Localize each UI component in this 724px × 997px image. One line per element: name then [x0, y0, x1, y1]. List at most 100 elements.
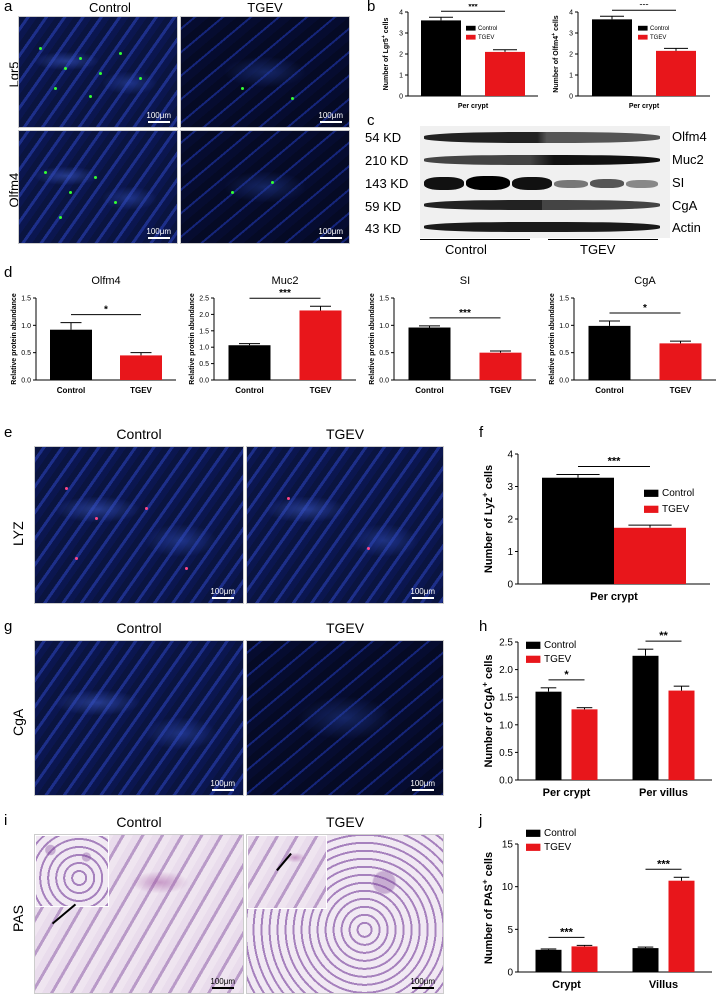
y-tick-label: 1.0	[199, 345, 209, 352]
x-category-label: Crypt	[552, 979, 581, 991]
y-tick-label: 1	[569, 72, 573, 79]
marker-59kd: 59 KD	[365, 199, 402, 214]
chart-pas-cells: 0 5 10 15 Number of PAS+ cells Crypt *** Villus…	[481, 828, 712, 991]
bar-control	[632, 655, 659, 780]
y-tick-label: 2	[507, 515, 513, 526]
panel-i-header-tgev: TGEV	[325, 814, 365, 830]
y-tick-label: 2	[569, 51, 573, 58]
panel-label-f: f	[479, 424, 484, 441]
y-tick-label: 0.0	[21, 377, 31, 384]
marker-43kd: 43 KD	[365, 221, 402, 236]
protein-muc2: Muc2	[672, 152, 704, 167]
panel-e-header-tgev: TGEV	[325, 426, 365, 442]
y-tick-label: 1.0	[379, 323, 389, 330]
x-category-label: Control	[235, 386, 263, 395]
y-axis-label: Relative protein abundance	[369, 293, 376, 385]
panel-label-c: c	[367, 112, 375, 129]
y-tick-label: 2.0	[499, 665, 513, 676]
y-tick-label: 1	[399, 72, 403, 79]
scale-bar: 100μm	[410, 779, 435, 791]
protein-si: SI	[672, 175, 685, 190]
y-tick-label: 0	[569, 93, 573, 100]
y-tick-label: 1.5	[379, 295, 389, 302]
bar-control	[588, 325, 631, 380]
micrograph-pas-tgev: 100μm	[246, 834, 444, 994]
significance-marker: ***	[608, 455, 622, 467]
western-blot	[420, 126, 670, 238]
scale-bar: 100μm	[318, 111, 343, 123]
group-label-tgev: TGEV	[580, 242, 616, 257]
scale-bar: 100μm	[210, 587, 235, 599]
legend-swatch	[526, 641, 541, 649]
x-category-label: Per crypt	[543, 787, 591, 799]
legend-label-tgev: TGEV	[650, 35, 666, 41]
chart-title: Olfm4	[91, 275, 120, 287]
x-category-label: TGEV	[310, 386, 332, 395]
y-tick-label: 10	[502, 882, 514, 893]
protein-actin: Actin	[672, 220, 701, 235]
protein-cga: CgA	[672, 198, 698, 213]
x-category-label: Control	[595, 386, 623, 395]
bar-tgev	[656, 50, 696, 96]
panel-a-header-control: Control	[89, 0, 131, 15]
panel-e-row-lyz: LYZ	[10, 521, 26, 546]
bar-tgev	[614, 527, 686, 584]
y-axis-label: Number of PAS+ cells	[481, 852, 495, 964]
inset-zoom	[35, 835, 109, 907]
bar-tgev	[479, 352, 522, 380]
micrograph-pas-control: 100μm	[34, 834, 244, 994]
y-tick-label: 2.5	[499, 638, 513, 649]
x-category-label: Per crypt	[458, 103, 489, 110]
bar-tgev	[299, 310, 342, 380]
panel-a-header-tgev: TGEV	[247, 0, 283, 15]
panel-i-row-pas: PAS	[10, 905, 26, 932]
scale-bar: 100μm	[410, 977, 435, 989]
significance-marker: **	[659, 630, 668, 642]
y-tick-label: 0.5	[379, 350, 389, 357]
panel-label-e: e	[4, 424, 13, 441]
x-category-label: TGEV	[670, 386, 692, 395]
significance-marker: *	[643, 303, 647, 314]
x-category-label: TGEV	[490, 386, 512, 395]
y-tick-label: 2.0	[199, 312, 209, 319]
micrograph-olfm4-control: 100μm	[18, 130, 178, 244]
marker-54kd: 54 KD	[365, 130, 402, 145]
panel-g-header-tgev: TGEV	[325, 620, 365, 636]
panel-g-row-cga: CgA	[10, 708, 26, 736]
chart-title: SI	[460, 275, 470, 287]
marker-143kd: 143 KD	[365, 176, 409, 191]
group-label-control: Control	[445, 242, 487, 257]
significance-marker: ***	[279, 288, 291, 299]
bar-tgev	[659, 343, 702, 380]
legend-swatch	[526, 843, 541, 851]
bar-control	[421, 20, 461, 96]
bar-control	[632, 948, 659, 972]
micrograph-lgr5-tgev: 100μm	[180, 16, 350, 128]
y-tick-label: 0	[399, 93, 403, 100]
micrograph-olfm4-tgev: 100μm	[180, 130, 350, 244]
y-tick-label: 3	[507, 482, 513, 493]
chart-olfm4-cells: 0 1 2 3 4 Number of Olfm4+ cells Per crypt *** C…	[551, 4, 710, 110]
y-tick-label: 1.0	[559, 323, 569, 330]
legend-swatch	[466, 34, 476, 40]
scale-bar: 100μm	[146, 227, 171, 239]
legend-swatch	[644, 489, 659, 497]
bar-control	[535, 691, 562, 780]
legend-swatch	[526, 655, 541, 663]
y-tick-label: 3	[399, 30, 403, 37]
chart-lgr5-cells: 0 1 2 3 4 Number of Lgr5+ cells Per crypt *** Co…	[381, 4, 538, 110]
scale-bar: 100μm	[318, 227, 343, 239]
y-tick-label: 1.5	[559, 295, 569, 302]
bar-tgev	[120, 355, 162, 380]
y-tick-label: 0.5	[199, 361, 209, 368]
legend-swatch	[638, 34, 648, 40]
group-line-tgev	[548, 239, 658, 240]
bar-control	[535, 949, 562, 972]
bar-control	[542, 477, 614, 584]
legend-swatch	[638, 25, 648, 31]
panel-i-header-control: Control	[116, 814, 162, 830]
legend-label-tgev: TGEV	[544, 654, 572, 665]
